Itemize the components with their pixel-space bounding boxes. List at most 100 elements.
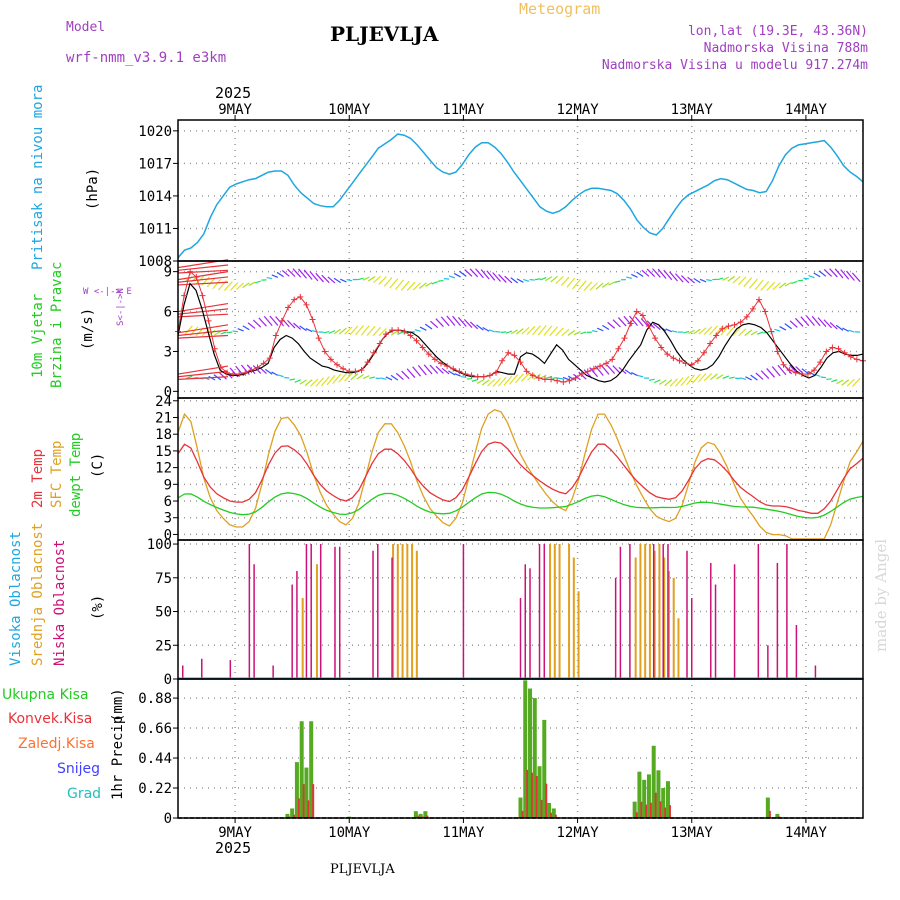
wind-barb xyxy=(532,325,541,336)
wind-gust-marker xyxy=(719,325,726,332)
wind-barb xyxy=(212,278,222,290)
y-tick-label: 25 xyxy=(155,638,172,654)
y-tick-label: 0.44 xyxy=(138,751,172,767)
wind-gust-marker xyxy=(309,316,316,323)
y-tick-label: 12 xyxy=(155,461,172,477)
wind-barb xyxy=(464,269,473,277)
wind-barb xyxy=(486,270,496,281)
wind-barb xyxy=(652,323,661,331)
wind-barb xyxy=(571,278,581,290)
wind-gust-marker xyxy=(248,367,255,374)
wind-barb xyxy=(732,275,741,284)
wind-barb xyxy=(516,328,524,335)
y-tick-label: 0 xyxy=(164,811,172,827)
wind-barb xyxy=(430,320,439,329)
precip-total-bar xyxy=(285,813,290,818)
wind-barb xyxy=(784,281,792,287)
wind-gust-marker xyxy=(780,361,787,368)
wind-barb xyxy=(634,316,644,327)
wind-gust-marker xyxy=(615,345,622,352)
x-tick-label-bottom: 14MAY xyxy=(785,825,828,841)
wind-barb xyxy=(800,316,810,327)
wind-gust-marker xyxy=(230,371,237,378)
wind-gust-marker xyxy=(511,352,518,359)
wind-barb xyxy=(299,325,307,332)
legend-convective-rain: Konvek.Kisa xyxy=(8,711,93,727)
wind-gust-marker xyxy=(713,332,720,339)
precip-total-bar xyxy=(309,721,314,818)
wind-barb xyxy=(437,279,444,282)
wind-barb xyxy=(852,377,861,387)
wind-barb xyxy=(406,281,416,291)
wind-barb xyxy=(777,364,787,376)
wind-barb xyxy=(829,321,838,330)
wind-gust-marker xyxy=(645,323,652,330)
wind-gust-marker xyxy=(572,375,579,382)
wind-barb xyxy=(693,277,701,284)
wind-gust-marker xyxy=(236,371,243,378)
wind-gust-marker xyxy=(254,364,261,371)
credit-watermark: made by Angel xyxy=(872,538,890,652)
wind-gust-marker xyxy=(841,349,848,356)
precip-conv-bar xyxy=(535,776,538,818)
wind-gust-marker xyxy=(297,293,304,300)
wind-gust-marker xyxy=(584,368,591,375)
wind-gust-marker xyxy=(401,328,408,335)
wind-barb xyxy=(242,282,250,289)
wind-barb xyxy=(497,376,507,387)
y-tick-label: 24 xyxy=(155,394,172,410)
wind-barb xyxy=(303,269,313,280)
wind-gust-marker xyxy=(792,369,799,376)
wind-barb xyxy=(811,315,821,327)
y-tick-label: 0.22 xyxy=(138,781,172,797)
wind-gust-marker xyxy=(633,308,640,315)
wind-barb xyxy=(265,368,273,375)
wind-gust-marker xyxy=(419,344,426,351)
wind-gust-marker xyxy=(847,353,854,360)
y-tick-label: 50 xyxy=(155,605,172,621)
wind-barb xyxy=(315,272,325,283)
wind-gust-marker xyxy=(364,359,371,366)
wind-barb xyxy=(697,373,707,383)
wind-barb xyxy=(629,315,638,326)
wind-barb xyxy=(223,281,233,291)
wind-barb xyxy=(717,277,724,281)
precip-conv-bar xyxy=(649,802,652,818)
wind-barb xyxy=(504,275,513,284)
wind-barb xyxy=(722,276,730,281)
precip-total-bar xyxy=(547,803,552,818)
wind-barb xyxy=(441,367,450,375)
x-tick-label-top: 13MAY xyxy=(671,102,714,118)
wind-barb xyxy=(745,376,752,381)
wind-barb xyxy=(482,327,490,332)
wind-arrow xyxy=(177,376,229,380)
wind-barb xyxy=(803,277,809,280)
wind-gust-marker xyxy=(535,375,542,382)
wind-barb xyxy=(481,379,490,386)
wind-barb xyxy=(355,325,364,336)
y-tick-label: 1011 xyxy=(138,221,172,237)
precip-total-bar xyxy=(304,767,309,818)
sfc-temp-series xyxy=(177,408,864,540)
precip-conv-bar xyxy=(531,772,534,818)
wind-speed-series xyxy=(177,282,864,383)
wind-barb xyxy=(293,322,302,330)
wind-barb xyxy=(292,268,302,278)
wind-barb xyxy=(726,325,736,336)
wind-barb xyxy=(435,318,444,327)
wind-barb xyxy=(534,278,541,281)
wind-gust-marker xyxy=(554,377,561,384)
high-cloud-axis-label: Visoka Oblacnost xyxy=(8,531,24,666)
wind-gust-marker xyxy=(609,356,616,363)
wind-barb xyxy=(340,278,347,283)
pressure-unit-label: (hPa) xyxy=(85,167,101,210)
dewpt-axis-label: dewpt Temp xyxy=(68,432,84,517)
wind-barb xyxy=(220,331,227,335)
altitude-label: Nadmorska Visina 788m xyxy=(703,41,868,56)
wind-gust-marker xyxy=(621,335,628,342)
wind-gust-marker xyxy=(285,304,292,311)
wind-barb xyxy=(573,330,581,336)
wind-barb xyxy=(214,330,222,336)
wind-gust-marker xyxy=(437,360,444,367)
wind-barb xyxy=(722,375,730,380)
